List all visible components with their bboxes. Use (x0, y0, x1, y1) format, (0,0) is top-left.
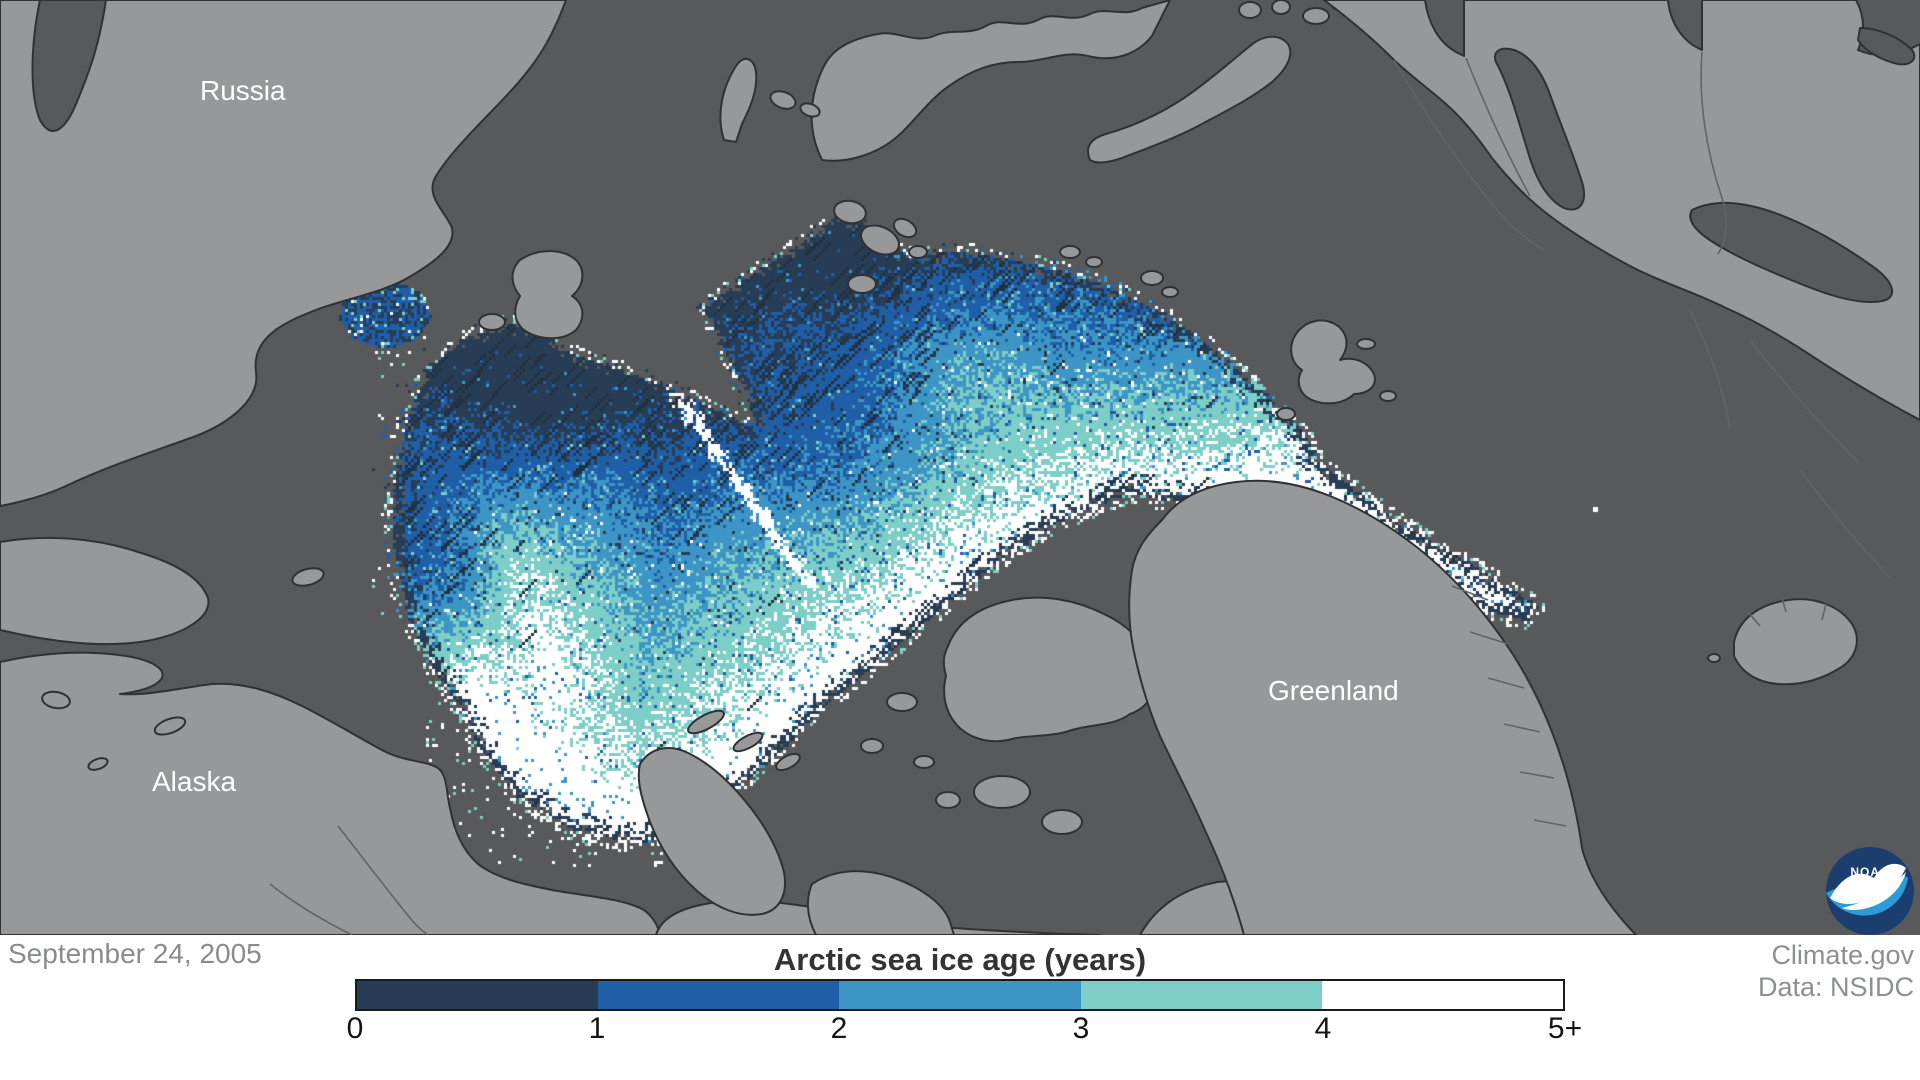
landmass-iceland (1733, 598, 1858, 686)
severnaya-zemlya (847, 274, 877, 294)
legend-tick-2: 2 (830, 1012, 848, 1045)
border-line (1465, 57, 1531, 197)
novaya-zemlya (1087, 35, 1292, 164)
border-line (1700, 51, 1728, 255)
island (769, 90, 797, 110)
island (799, 102, 821, 118)
arctic-map: Russia Alaska Greenland NOAA (0, 0, 1920, 935)
legend-tick-0: 0 (346, 1012, 364, 1045)
island (1707, 653, 1721, 663)
legend-title: Arctic sea ice age (years) (773, 942, 1147, 977)
severnaya-zemlya (860, 224, 900, 256)
banks-island (637, 747, 786, 916)
noaa-logo-gull-icon (1842, 872, 1906, 910)
credit-source: Climate.gov (1771, 940, 1914, 970)
noaa-logo: NOAA (1826, 847, 1914, 935)
landmass-greenland (1128, 479, 1637, 935)
island (87, 757, 109, 771)
legend-class-0-1 (357, 981, 599, 1009)
river-line (1749, 339, 1859, 463)
legend-class-2-3 (839, 981, 1081, 1009)
legend-tick-3: 3 (1072, 1012, 1090, 1045)
severnaya-zemlya (892, 217, 918, 239)
franz-josef-land (1140, 270, 1164, 286)
island (1238, 1, 1262, 19)
legend-tick-5plus: 5+ (1547, 1012, 1583, 1045)
svalbard-island (1276, 407, 1296, 421)
label-alaska: Alaska (152, 766, 236, 797)
ocean-notch (1857, 27, 1916, 66)
island (935, 791, 961, 809)
st-lawrence-island (41, 690, 71, 710)
island (687, 709, 725, 735)
island (478, 313, 506, 331)
legend-tick-1: 1 (588, 1012, 606, 1045)
landmass-alaska (0, 651, 661, 935)
franz-josef-land (1161, 286, 1179, 298)
border-line (1393, 59, 1545, 251)
gulf-of-bothnia (1494, 47, 1585, 211)
credit-data: Data: NSIDC (1757, 972, 1914, 1002)
island (732, 731, 764, 753)
legend-colorbar (355, 979, 1565, 1011)
island (913, 755, 935, 769)
land-layer: Russia Alaska Greenland NOAA (0, 0, 1920, 935)
legend-class-1-2 (598, 981, 840, 1009)
island (153, 716, 187, 736)
noaa-logo-gull-icon (1830, 863, 1906, 904)
date-label: September 24, 2005 (8, 938, 262, 969)
legend-tick-4: 4 (1314, 1012, 1332, 1045)
river-line (1689, 309, 1731, 431)
island (860, 738, 884, 754)
river-line (1799, 469, 1891, 579)
victoria-island (806, 870, 955, 935)
landmass-taymyr (810, 0, 1171, 162)
legend-class-3-4 (1080, 981, 1322, 1009)
taymyr-spike (719, 57, 758, 143)
alaska-border-line (337, 825, 429, 935)
fjord-line (1747, 597, 1827, 627)
white-sea (1689, 201, 1894, 303)
island (886, 692, 918, 712)
label-russia: Russia (200, 75, 286, 106)
landmass-scandinavia (1323, 0, 1920, 421)
landmass-chukotka (0, 536, 210, 646)
ellesmere-island (942, 596, 1156, 743)
island (775, 752, 801, 772)
island (1041, 809, 1083, 835)
franz-josef-land (1085, 256, 1103, 268)
wrangel-island (291, 567, 325, 587)
severnaya-zemlya (833, 199, 867, 225)
island (1302, 7, 1330, 25)
siberia-inlet (31, 0, 107, 132)
svalbard-island (1379, 390, 1397, 402)
label-greenland: Greenland (1268, 675, 1399, 706)
svalbard-island (1356, 338, 1376, 350)
franz-josef-land (1059, 245, 1081, 259)
fjord-line (1451, 585, 1567, 827)
devon-island (973, 775, 1031, 809)
new-siberian-islands (511, 250, 584, 340)
alaska-border-line (269, 883, 353, 935)
landmass-siberia (0, 0, 567, 507)
noaa-logo-text: NOAA (1850, 865, 1889, 879)
legend-class-4-5plus (1321, 981, 1564, 1009)
severnaya-zemlya (908, 245, 928, 259)
svalbard (1290, 319, 1376, 405)
island (1271, 0, 1291, 15)
